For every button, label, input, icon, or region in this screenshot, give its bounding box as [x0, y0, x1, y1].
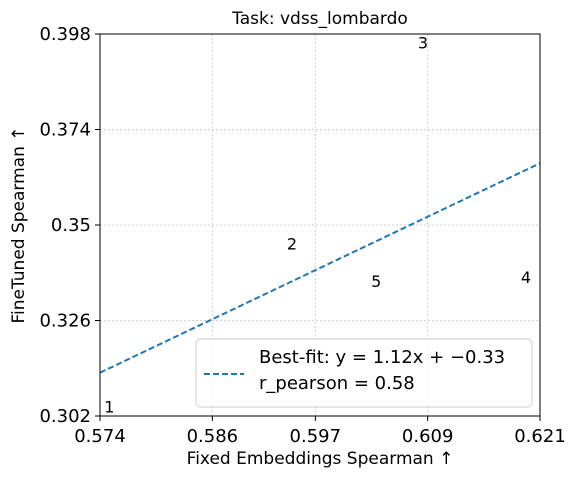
x-axis-title: Fixed Embeddings Spearman ↑ — [187, 449, 454, 469]
point-label-5: 5 — [371, 272, 381, 291]
best-fit-line — [99, 162, 541, 374]
x-tick-label: 0.574 — [74, 426, 126, 447]
x-tick-label: 0.609 — [402, 426, 454, 447]
legend-fit-label: Best-fit: y = 1.12x + −0.33 — [259, 347, 505, 368]
point-label-1: 1 — [104, 398, 114, 417]
y-tick-label: 0.35 — [51, 215, 91, 236]
y-tick-label: 0.398 — [39, 24, 91, 45]
y-axis-ticks: 0.302 0.326 0.35 0.374 0.398 — [39, 24, 100, 427]
point-label-4: 4 — [521, 268, 531, 287]
x-tick-label: 0.621 — [514, 426, 566, 447]
point-labels: 1 2 3 4 5 — [104, 33, 531, 416]
legend-box — [195, 338, 533, 408]
x-tick-label: 0.597 — [290, 426, 342, 447]
x-axis-ticks: 0.574 0.586 0.597 0.609 0.621 — [74, 416, 566, 447]
point-label-3: 3 — [418, 33, 428, 52]
chart-title: Task: vdss_lombardo — [231, 9, 408, 29]
point-label-2: 2 — [287, 234, 297, 253]
x-tick-label: 0.586 — [187, 426, 239, 447]
y-tick-label: 0.302 — [39, 406, 91, 427]
legend: Best-fit: y = 1.12x + −0.33 r_pearson = … — [195, 338, 533, 408]
legend-r-label: r_pearson = 0.58 — [259, 373, 415, 394]
y-tick-label: 0.374 — [39, 120, 91, 141]
fit-line-layer — [99, 162, 541, 374]
y-axis-title: FineTuned Spearman ↑ — [9, 126, 29, 323]
y-tick-label: 0.326 — [39, 311, 91, 332]
